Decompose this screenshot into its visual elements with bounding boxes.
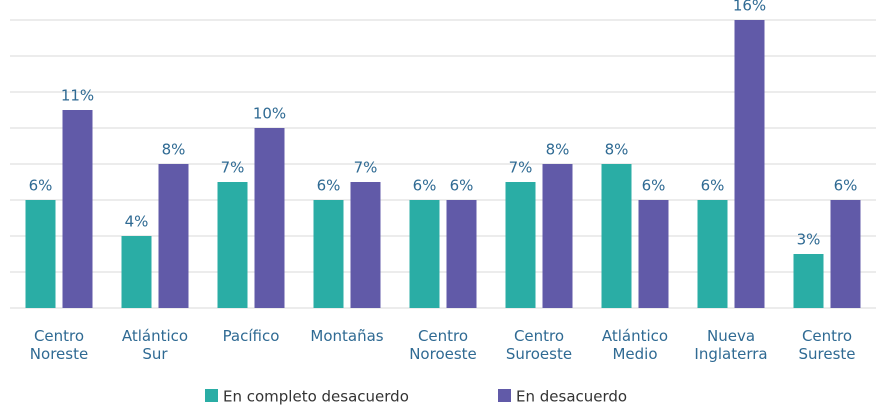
data-label: 6% <box>642 177 666 195</box>
data-label: 7% <box>221 159 245 177</box>
bar <box>638 200 669 308</box>
bar <box>409 200 440 308</box>
data-label: 10% <box>253 105 286 123</box>
x-tick-label: Centro Noroeste <box>409 327 477 363</box>
data-label: 6% <box>413 177 437 195</box>
bar <box>62 110 93 308</box>
bar <box>697 200 728 308</box>
x-tick-label: Centro Sureste <box>798 327 855 363</box>
legend-swatch <box>205 389 218 402</box>
data-label: 4% <box>125 213 149 231</box>
bar <box>121 236 152 308</box>
x-tick-label: Centro Noreste <box>30 327 88 363</box>
bar <box>542 164 573 308</box>
data-label: 8% <box>546 141 570 159</box>
bar <box>446 200 477 308</box>
legend-label: En desacuerdo <box>516 388 627 406</box>
bar <box>25 200 56 308</box>
bar <box>734 20 765 308</box>
data-label: 7% <box>354 159 378 177</box>
data-label: 11% <box>61 87 94 105</box>
bar <box>793 254 824 308</box>
data-label: 6% <box>834 177 858 195</box>
bar <box>350 182 381 308</box>
data-label: 6% <box>29 177 53 195</box>
bar <box>158 164 189 308</box>
bar <box>254 128 285 308</box>
data-label: 8% <box>605 141 629 159</box>
bar <box>313 200 344 308</box>
x-tick-label: Centro Suroeste <box>506 327 572 363</box>
data-label: 16% <box>733 0 766 15</box>
data-label: 6% <box>317 177 341 195</box>
x-tick-label: Montañas <box>310 327 383 345</box>
legend-swatch <box>498 389 511 402</box>
x-tick-label: Atlántico Sur <box>122 327 188 363</box>
x-tick-label: Atlántico Medio <box>602 327 668 363</box>
data-label: 8% <box>162 141 186 159</box>
bar <box>505 182 536 308</box>
data-label: 7% <box>509 159 533 177</box>
bar <box>601 164 632 308</box>
data-label: 3% <box>797 231 821 249</box>
legend-label: En completo desacuerdo <box>223 388 409 406</box>
x-tick-label: Nueva Inglaterra <box>694 327 767 363</box>
x-tick-label: Pacífico <box>223 327 280 345</box>
bar <box>217 182 248 308</box>
data-label: 6% <box>701 177 725 195</box>
bar <box>830 200 861 308</box>
data-label: 6% <box>450 177 474 195</box>
